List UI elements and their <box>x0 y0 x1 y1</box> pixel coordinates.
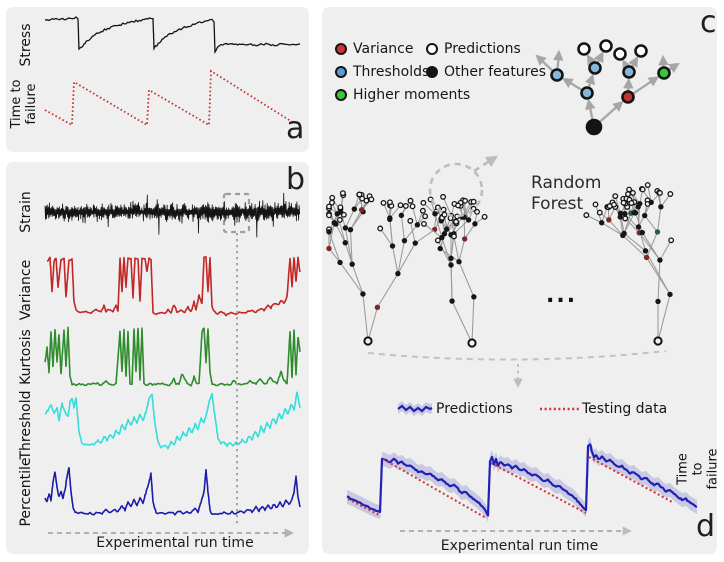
predictions-legend-label: Predictions <box>436 401 513 417</box>
panel-b-x-axis-label: Experimental run time <box>96 535 254 551</box>
legend-item-predictions: Predictions <box>426 41 521 57</box>
panel-d-y-axis-label: Time to failure <box>675 448 717 490</box>
panel-letter-c: c <box>700 7 717 40</box>
percentile-axis-label: Percentile <box>17 457 34 527</box>
strain-axis-label: Strain <box>17 191 34 233</box>
threshold-axis-label: Threshold <box>17 390 34 460</box>
forest-ellipsis: ... <box>546 283 578 308</box>
feature-traces-plot <box>44 192 301 538</box>
other-features-node-icon <box>426 66 438 78</box>
panel-letter-a: a <box>286 111 305 146</box>
panel-cd-random-forest: Variance Predictions Thresholds Other fe… <box>322 7 717 554</box>
legend-label: Higher moments <box>353 87 471 103</box>
testing-data-legend-label: Testing data <box>582 401 668 417</box>
panel-letter-b: b <box>286 162 306 197</box>
panel-b-features: Strain Variance Kurtosis Threshold Perce… <box>6 162 309 554</box>
random-forest-diagram <box>326 39 698 536</box>
legend-item-other-features: Other features <box>426 64 546 80</box>
legend-item-thresholds: Thresholds <box>335 64 429 80</box>
panel-d-x-axis-label: Experimental run time <box>440 538 599 554</box>
predictions-node-icon <box>426 43 438 55</box>
legend-label: Predictions <box>444 41 521 57</box>
time-to-failure-axis-label: Time to failure <box>9 79 39 129</box>
variance-axis-label: Variance <box>17 259 34 321</box>
legend-item-variance: Variance <box>335 41 413 57</box>
legend-item-higher-moments: Higher moments <box>335 87 470 103</box>
stress-axis-label: Stress <box>17 23 34 67</box>
panel-a-stress: Stress Time to failure a <box>6 7 309 152</box>
legend-label: Variance <box>353 41 414 57</box>
legend-label: Thresholds <box>353 64 430 80</box>
kurtosis-axis-label: Kurtosis <box>17 329 34 385</box>
thresholds-node-icon <box>335 66 347 78</box>
legend-label: Other features <box>444 64 547 80</box>
random-forest-label: Random Forest <box>531 173 602 214</box>
stress-ttf-plot <box>44 16 301 127</box>
variance-node-icon <box>335 43 347 55</box>
higher-moments-node-icon <box>335 89 347 101</box>
panel-letter-d: d <box>696 509 716 544</box>
